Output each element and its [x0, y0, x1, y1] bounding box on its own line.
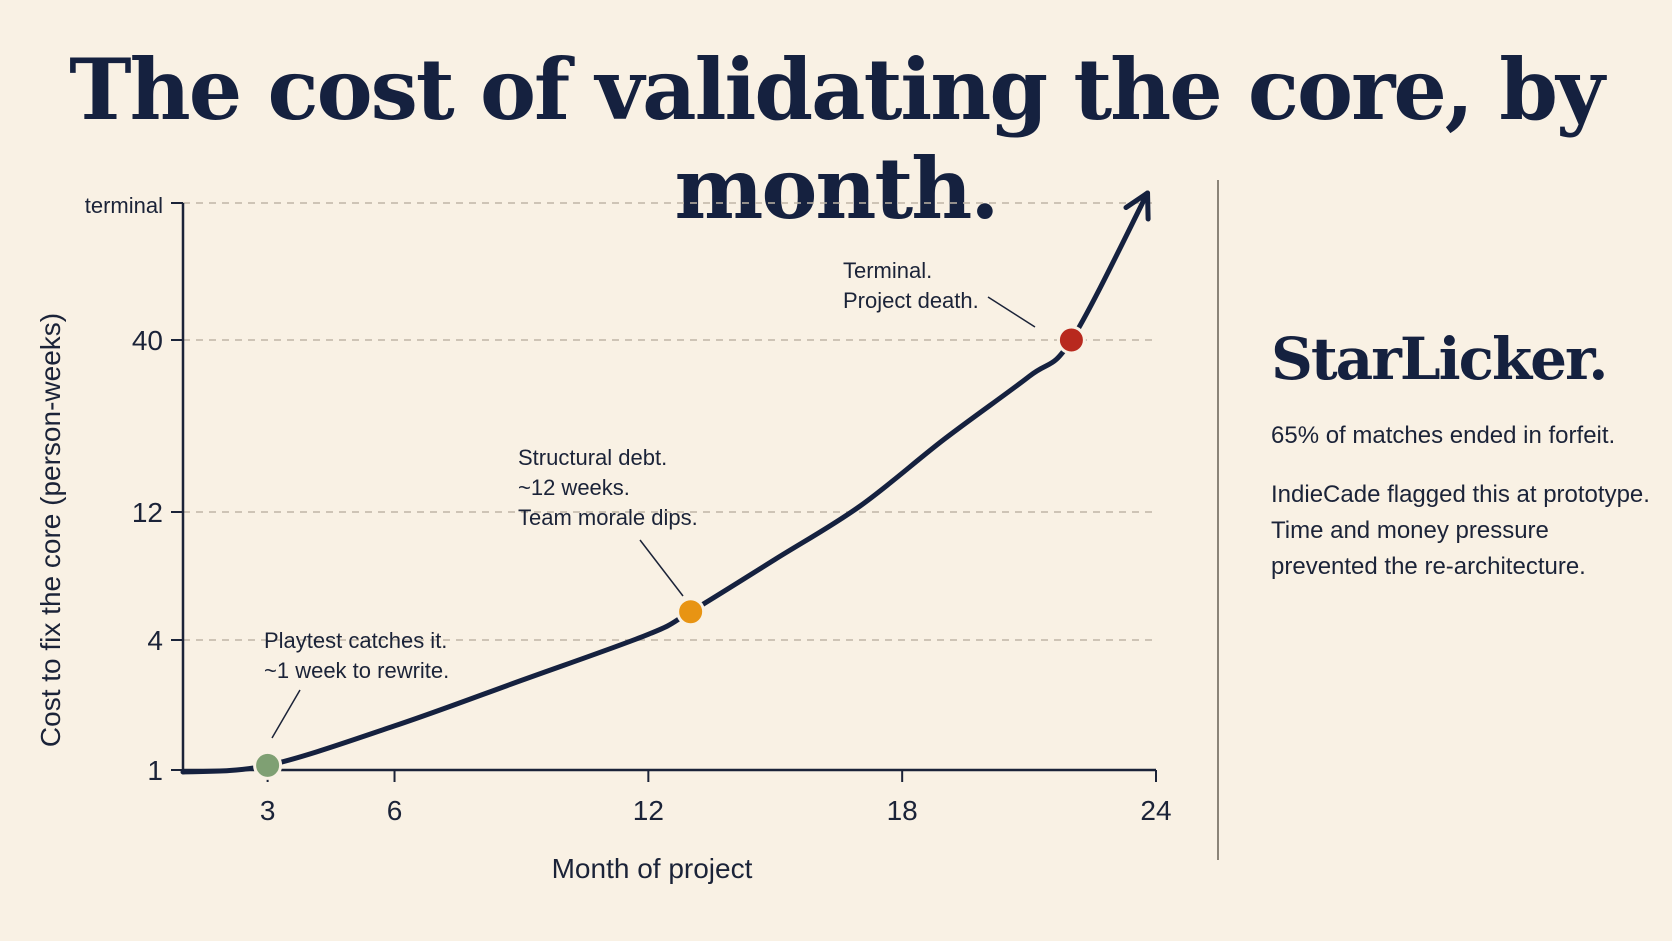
sidebar-panel: StarLicker. 65% of matches ended in forf… — [1271, 330, 1651, 585]
sidebar-stat: 65% of matches ended in forfeit. — [1271, 422, 1616, 449]
callout-line: ~12 weeks. — [518, 475, 630, 500]
x-tick-label: 12 — [633, 795, 664, 826]
y-tick-label: terminal — [85, 193, 163, 218]
x-tick-label: 24 — [1140, 795, 1171, 826]
callouts: Playtest catches it. ~1 week to rewrite. S… — [264, 258, 1036, 739]
x-axis-label: Month of project — [552, 853, 753, 884]
callout-line: Structural debt. — [518, 445, 667, 470]
callout-leader — [271, 689, 301, 739]
callout-label: Terminal. Project death. — [843, 258, 979, 313]
callout-line: ~1 week to rewrite. — [264, 658, 449, 683]
callout-label: Playtest catches it. ~1 week to rewrite. — [264, 628, 449, 683]
data-point — [676, 597, 706, 627]
y-tick-label: 40 — [132, 325, 163, 356]
callout-leader — [639, 539, 684, 597]
y-tick-labels: 1 4 12 40 terminal — [85, 193, 163, 786]
callout-line: Team morale dips. — [518, 505, 698, 530]
x-tick-labels: 3 6 12 18 24 — [260, 795, 1172, 826]
callout-line: Terminal. — [843, 258, 932, 283]
data-point — [253, 750, 283, 780]
callout-label: Structural debt. ~12 weeks. Team morale di… — [518, 445, 698, 530]
callout-leader — [987, 296, 1036, 328]
y-tick-label: 1 — [147, 755, 163, 786]
x-tick-label: 18 — [887, 795, 918, 826]
divider — [1217, 180, 1219, 860]
callout-line: Playtest catches it. — [264, 628, 447, 653]
series-line — [180, 190, 1151, 775]
x-tick-label: 6 — [387, 795, 403, 826]
y-tick-label: 12 — [132, 497, 163, 528]
curve-group — [180, 190, 1151, 775]
axes — [171, 202, 1157, 782]
callout-line: Project death. — [843, 288, 979, 313]
page-title: The cost of validating the core, by mont… — [69, 40, 1605, 238]
sidebar-title: StarLicker. — [1271, 325, 1608, 393]
sidebar-note: IndieCade flagged this at prototype. Tim… — [1271, 481, 1650, 581]
data-points — [253, 325, 1086, 780]
x-tick-label: 3 — [260, 795, 276, 826]
grid-lines — [183, 202, 1156, 641]
y-tick-label: 4 — [147, 625, 163, 656]
arrowhead — [1123, 190, 1151, 222]
y-axis-label: Cost to fix the core (person-weeks) — [35, 313, 66, 747]
data-point — [1056, 325, 1086, 355]
